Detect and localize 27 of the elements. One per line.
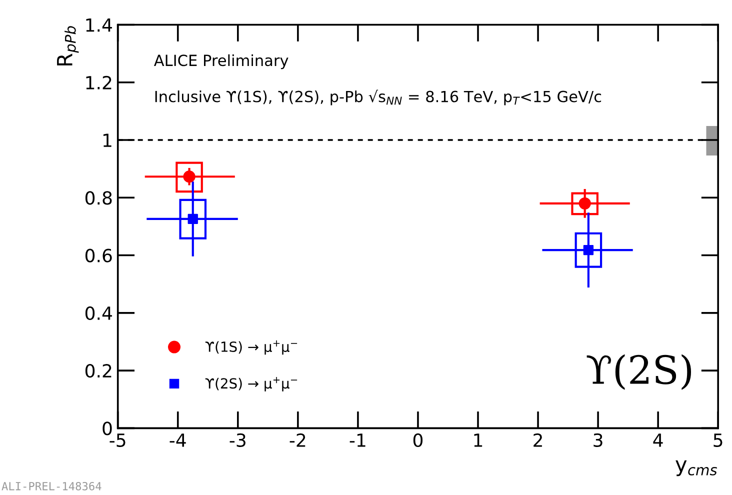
legend-label: ϒ(2S) → μ$^{+}$μ$^{−}$ xyxy=(205,377,298,392)
y-axis-title: R$_{pPb}$ xyxy=(57,26,79,66)
y-tick-label: 0.2 xyxy=(85,364,112,378)
x-tick-label: 2 xyxy=(534,433,542,447)
y-tick-label: 0.4 xyxy=(85,306,112,320)
x-tick-label: -2 xyxy=(290,433,306,447)
y-tick-label: 0 xyxy=(102,422,112,436)
x-tick-label: 0 xyxy=(413,433,423,448)
x-tick-label: -4 xyxy=(170,434,186,447)
x-tick-label: 1 xyxy=(474,434,482,447)
annotation: ϒ(2S) xyxy=(586,354,692,390)
legend-label: ϒ(1S) → μ$^{+}$μ$^{−}$ xyxy=(205,340,298,355)
x-axis-title: y$_{cms}$ xyxy=(676,460,718,476)
text: ALI-PREL-148364 xyxy=(2,482,102,490)
x-tick-label: -3 xyxy=(230,433,246,448)
y-tick-label: 0.8 xyxy=(85,191,112,205)
x-tick-label: -5 xyxy=(110,434,126,448)
y-tick-label: 1.4 xyxy=(86,18,112,32)
x-tick-label: -1 xyxy=(350,434,366,447)
y-tick-label: 1.2 xyxy=(86,76,112,90)
y-tick-label: 0.6 xyxy=(85,248,112,262)
annotation: Inclusive ϒ(1S), ϒ(2S), p-Pb √s$_{NN}$ = 8.16 TeV, p$_{T}$<15 GeV/c xyxy=(155,90,602,106)
x-tick-label: 3 xyxy=(594,433,602,448)
y-tick-label: 1 xyxy=(103,134,112,147)
annotation: ALICE Preliminary xyxy=(154,54,288,70)
x-tick-label: 5 xyxy=(714,434,722,448)
x-tick-label: 4 xyxy=(653,434,663,447)
